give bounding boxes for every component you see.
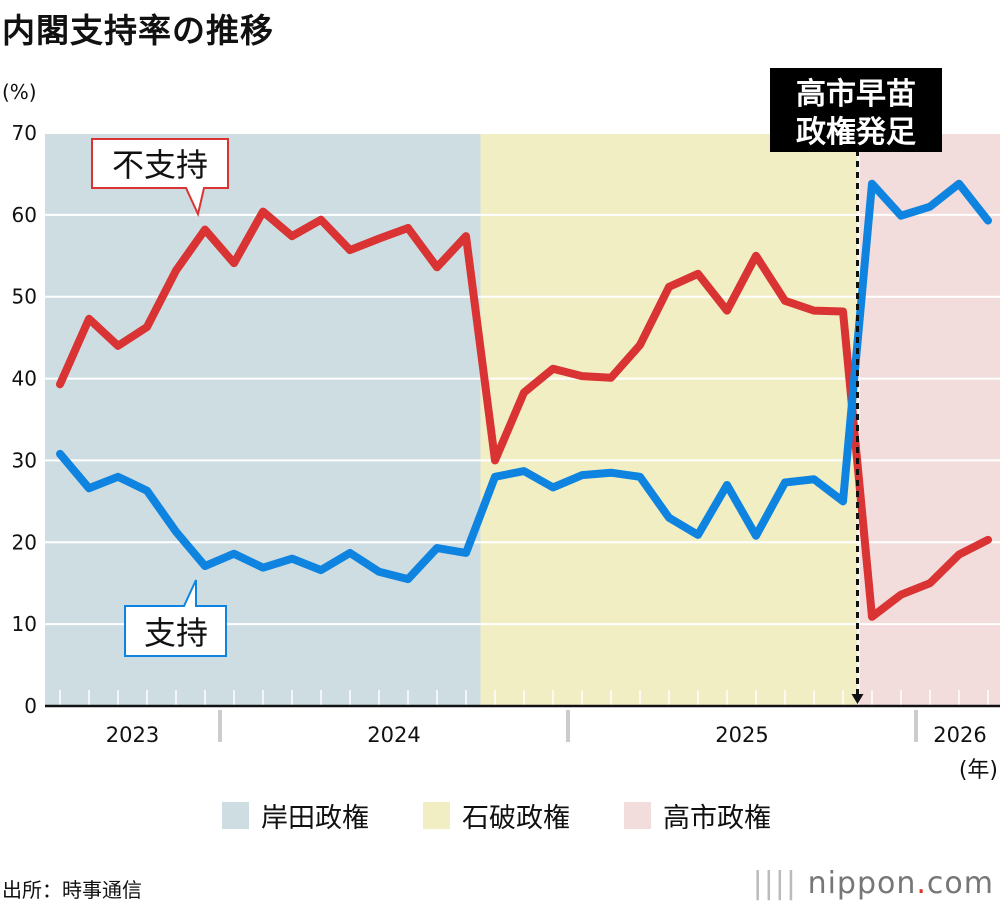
legend-label: 石破政権 xyxy=(462,803,570,834)
x-axis-unit: (年) xyxy=(958,758,998,783)
y-tick-label: 20 xyxy=(12,530,37,554)
callout-label: 支持 xyxy=(144,614,208,652)
y-tick-label: 10 xyxy=(12,612,37,636)
y-tick-label: 30 xyxy=(12,448,37,472)
legend-swatch xyxy=(423,802,450,829)
y-tick-label: 0 xyxy=(24,694,37,718)
legend-swatch xyxy=(624,802,651,829)
logo-dot: . xyxy=(916,866,927,901)
callout-label: 不支持 xyxy=(112,146,208,184)
disapprove-callout: 不支持 xyxy=(91,138,229,218)
approve-callout: 支持 xyxy=(124,579,227,657)
arrow-head-icon xyxy=(851,694,864,704)
y-axis-unit: (%) xyxy=(2,80,37,104)
y-tick-label: 60 xyxy=(12,203,37,227)
chart-title: 内閣支持率の推移 xyxy=(2,11,274,50)
y-tick-label: 50 xyxy=(12,285,37,309)
nippon-logo: |||| nippon.com xyxy=(752,866,994,901)
line-chart: 0 10 20 30 40 50 60 70 2023 2024 2025 2026 高市早苗政権発足不… xyxy=(12,68,1000,747)
period-band xyxy=(480,133,858,706)
callout-box xyxy=(91,138,229,218)
y-tick-label: 40 xyxy=(12,367,37,391)
annotation-line2: 政権発足 xyxy=(796,115,916,150)
source-note: 出所：時事通信 xyxy=(2,878,142,902)
year-label: 2023 xyxy=(106,723,159,747)
callout-box xyxy=(124,579,227,657)
legend-takaichi: 高市政権 xyxy=(624,796,771,835)
logo-tld: com xyxy=(926,866,994,901)
year-label: 2025 xyxy=(715,723,768,747)
legend-label: 高市政権 xyxy=(663,803,771,834)
year-label: 2026 xyxy=(933,723,986,747)
legend-swatch xyxy=(222,802,249,829)
period-band xyxy=(859,133,1000,706)
annotation-box xyxy=(770,68,942,152)
year-label: 2024 xyxy=(367,723,420,747)
y-tick-label: 70 xyxy=(12,121,37,145)
legend-label: 岸田政権 xyxy=(261,803,369,834)
legend-ishiba: 石破政権 xyxy=(423,796,570,835)
logo-brand: nippon xyxy=(807,866,917,901)
legend-kishida: 岸田政権 xyxy=(222,796,369,835)
annotation-line1: 高市早苗 xyxy=(796,77,916,112)
